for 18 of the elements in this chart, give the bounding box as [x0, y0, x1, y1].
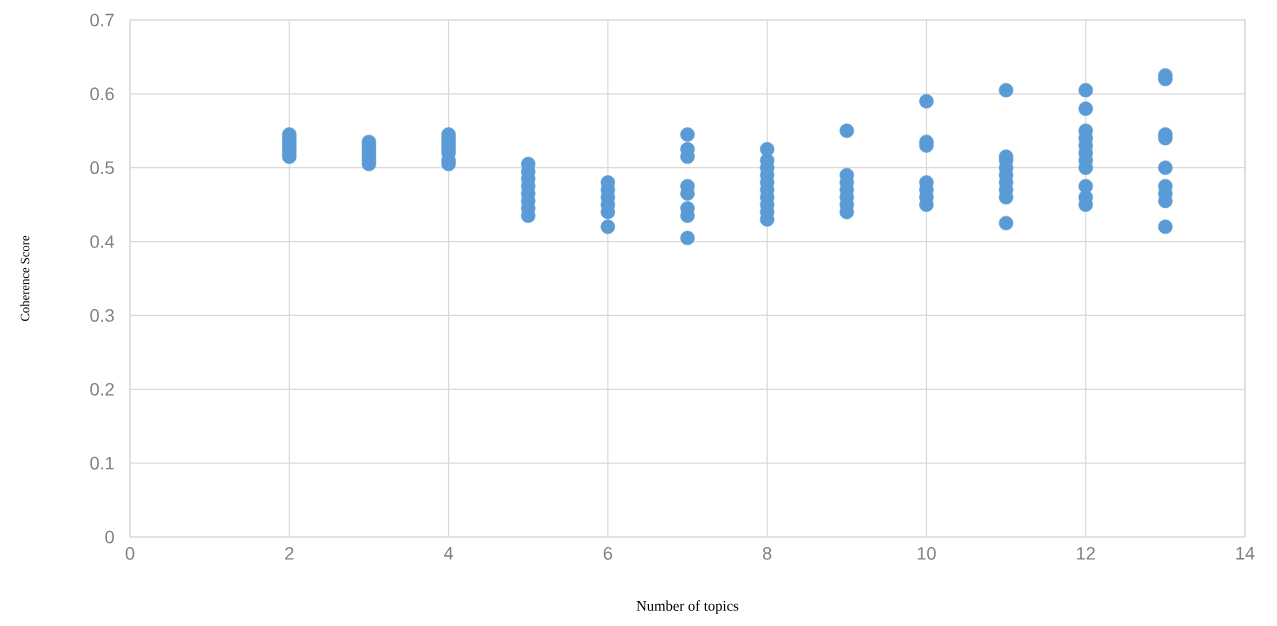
y-tick-label: 0.3 [90, 309, 114, 322]
x-tick-label: 8 [762, 547, 772, 560]
y-tick-label: 0.2 [90, 382, 114, 396]
y-tick-label: 0.6 [90, 87, 114, 101]
y-tick-label: 0.5 [90, 161, 114, 175]
y-tick-label: 0.7 [90, 13, 114, 27]
y-tick-label: 0 [105, 530, 114, 544]
x-tick-label: 0 [125, 547, 135, 560]
x-tick-label: 14 [1236, 547, 1255, 560]
x-tick-label: 12 [1077, 547, 1095, 560]
x-axis-title: Number of topics [636, 600, 739, 614]
y-axis-title: Coherence Score [20, 235, 30, 322]
x-tick-label: 6 [603, 547, 613, 560]
x-tick-label: 2 [285, 547, 294, 560]
y-tick-label: 0.4 [90, 235, 115, 248]
y-tick-label: 0.1 [90, 456, 114, 470]
x-tick-label: 10 [917, 547, 936, 560]
x-tick-label: 4 [443, 547, 454, 560]
